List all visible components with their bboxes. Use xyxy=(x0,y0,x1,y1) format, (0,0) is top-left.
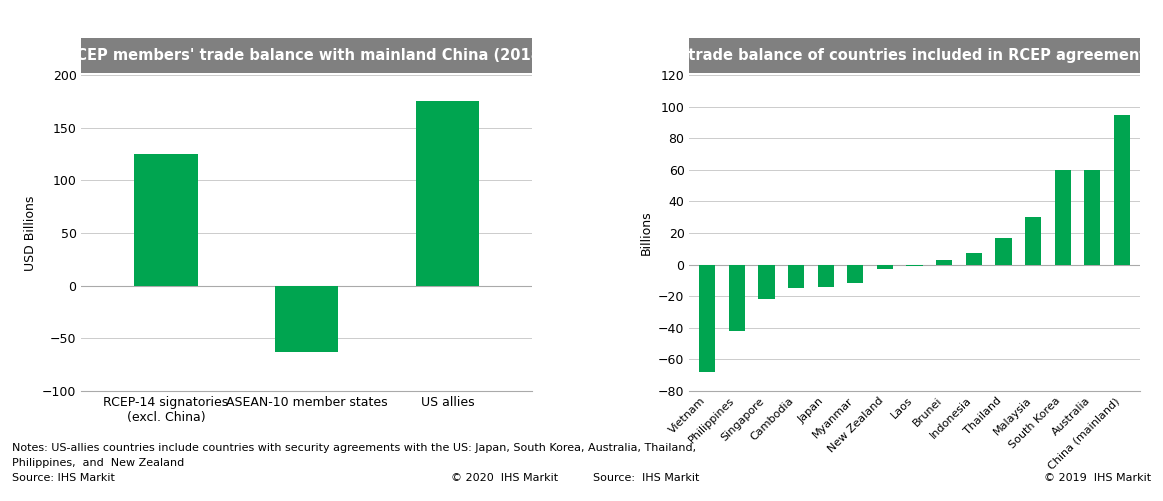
Bar xyxy=(996,237,1012,265)
Bar xyxy=(134,154,198,286)
Text: © 2020  IHS Markit: © 2020 IHS Markit xyxy=(451,473,558,483)
Bar xyxy=(415,101,479,286)
Bar xyxy=(1055,170,1071,265)
Y-axis label: USD Billions: USD Billions xyxy=(23,195,36,271)
Text: © 2019  IHS Markit: © 2019 IHS Markit xyxy=(1044,473,1151,483)
Y-axis label: Billions: Billions xyxy=(640,210,652,256)
Bar xyxy=(936,260,952,265)
Bar xyxy=(1025,217,1041,265)
Text: Philippines,  and  New Zealand: Philippines, and New Zealand xyxy=(12,458,184,468)
Bar xyxy=(818,265,834,287)
Text: Source:  IHS Markit: Source: IHS Markit xyxy=(593,473,699,483)
Text: Notes: US-allies countries include countries with security agreements with the U: Notes: US-allies countries include count… xyxy=(12,443,695,453)
Bar xyxy=(758,265,775,299)
Text: Source: IHS Markit: Source: IHS Markit xyxy=(12,473,114,483)
Bar xyxy=(877,265,893,269)
Bar xyxy=(787,265,804,288)
Bar xyxy=(729,265,745,331)
Text: Overall trade balance of countries included in RCEP agreement (2018): Overall trade balance of countries inclu… xyxy=(623,48,1163,63)
Bar xyxy=(1114,115,1130,265)
Bar xyxy=(274,286,338,352)
Bar xyxy=(847,265,863,284)
Text: RCEP members' trade balance with mainland China (2018): RCEP members' trade balance with mainlan… xyxy=(65,48,548,63)
Bar xyxy=(699,265,715,372)
Bar xyxy=(906,265,922,266)
Bar xyxy=(1084,170,1100,265)
Bar xyxy=(965,254,982,265)
